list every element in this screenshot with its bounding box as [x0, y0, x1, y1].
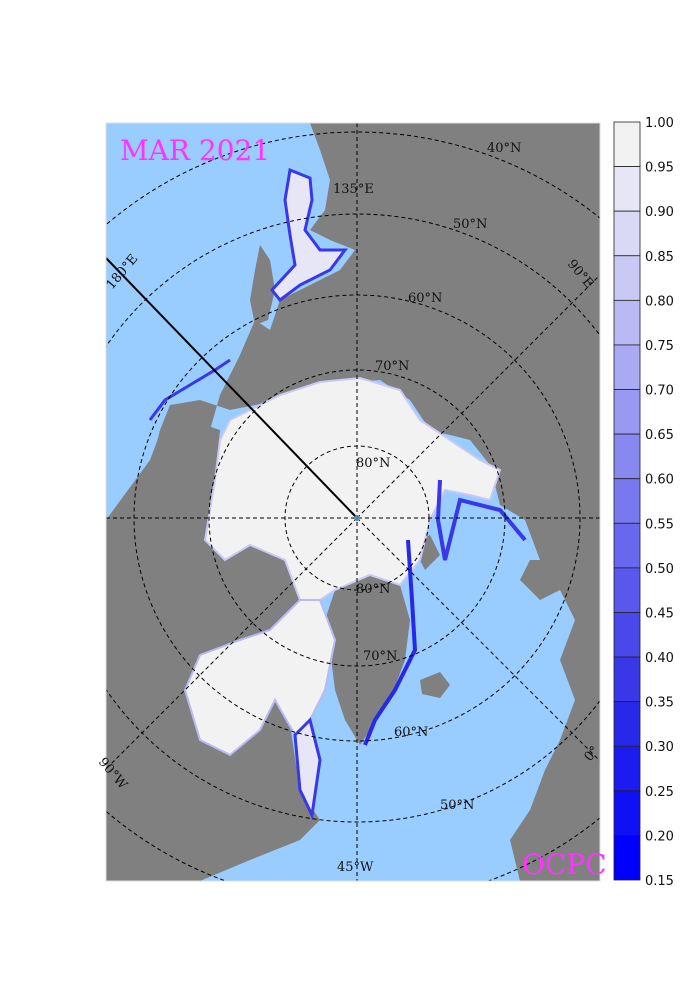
colorbar-swatch [613, 612, 641, 658]
sea-ice-bering [148, 358, 231, 421]
colorbar-tick-label: 0.70 [645, 384, 674, 399]
colorbar-swatch [613, 255, 641, 301]
colorbar-tick-label: 0.55 [645, 517, 674, 532]
colorbar-tick-label: 0.95 [645, 161, 674, 176]
sea-ice-barents [435, 479, 527, 561]
colorbar-tick-label: 0.80 [645, 294, 674, 309]
colorbar: 1.00 0.95 0.90 0.85 0.80 0.75 0.70 0.65 0.60 0.55… [613, 116, 674, 889]
sea-ice-greenland-east [363, 539, 418, 746]
lat-label-70n: 70°N [375, 359, 409, 374]
lat-label-80n: 80°N [356, 456, 390, 471]
lat-label-40n: 40°N [487, 141, 521, 156]
land-greenland [325, 575, 410, 745]
colorbar-tick-label: 0.45 [645, 606, 674, 621]
land-kamchatka [250, 245, 275, 325]
colorbar-swatch [613, 344, 641, 390]
land-eurasia [140, 123, 600, 560]
lon-label-45w: 45°W [337, 860, 374, 875]
colorbar-swatch [613, 745, 641, 792]
colorbar-tick-label: 0.75 [645, 339, 674, 354]
sea-ice-hudson [183, 599, 337, 757]
dateline [106, 257, 358, 519]
colorbar-swatch [613, 210, 641, 257]
land-north-america [106, 420, 320, 881]
colorbar-tick-label: 0.15 [645, 874, 674, 889]
colorbar-tick-label: 0.60 [645, 473, 674, 488]
colorbar-swatch [613, 567, 641, 613]
colorbar-swatch [613, 433, 641, 480]
colorbar-tick-label: 0.20 [645, 829, 674, 844]
lon-label-135e: 135°E [333, 182, 374, 197]
colorbar-swatch [613, 701, 641, 747]
map-title: MAR 2021 [120, 134, 270, 167]
credit: OCPC [522, 848, 607, 881]
lat-label-60n-south: 60°N [394, 725, 428, 740]
colorbar-swatch [613, 299, 641, 346]
colorbar-swatch [613, 121, 641, 167]
land-europe [510, 560, 600, 881]
colorbar-tick-label: 0.85 [645, 250, 674, 265]
sea-ice-okhotsk [270, 167, 348, 303]
sea-ice-arctic [203, 376, 502, 601]
colorbar-swatch [613, 790, 641, 836]
colorbar-tick-label: 0.30 [645, 740, 674, 755]
colorbar-swatch [613, 522, 641, 569]
lat-label-50n-south: 50°N [440, 798, 474, 813]
sea-ice-labrador [293, 717, 322, 821]
lat-label-60n: 60°N [408, 291, 442, 306]
colorbar-tick-label: 1.00 [645, 116, 674, 131]
land-iceland [420, 672, 450, 698]
longitude-lines [106, 123, 600, 881]
lon-label-0: 0° [582, 744, 603, 765]
lat-label-80n-south: 80°N [356, 582, 390, 597]
colorbar-swatch [613, 656, 641, 703]
colorbar-swatch [613, 478, 641, 524]
colorbar-swatch [613, 389, 641, 435]
lat-label-50n: 50°N [453, 217, 487, 232]
lat-label-70n-south: 70°N [363, 649, 397, 664]
colorbar-tick-label: 0.40 [645, 651, 674, 666]
colorbar-tick-label: 0.65 [645, 428, 674, 443]
colorbar-tick-label: 0.90 [645, 205, 674, 220]
colorbar-swatch [613, 166, 641, 212]
colorbar-tick-label: 0.35 [645, 696, 674, 711]
north-pole [354, 515, 360, 521]
colorbar-tick-label: 0.25 [645, 785, 674, 800]
colorbar-swatch [613, 835, 641, 881]
colorbar-tick-label: 0.50 [645, 562, 674, 577]
